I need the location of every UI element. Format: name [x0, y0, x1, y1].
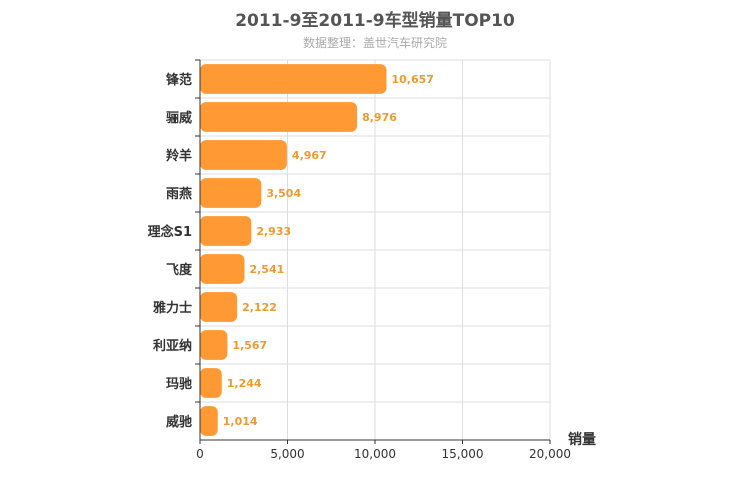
data-label: 2,541 [249, 263, 284, 276]
bar [200, 102, 358, 132]
category-label: 利亚纳 [153, 338, 192, 354]
category-label: 理念S1 [148, 224, 192, 240]
data-label: 10,657 [391, 73, 433, 86]
data-label: 3,504 [266, 187, 301, 200]
category-label: 雨燕 [166, 186, 192, 202]
data-label: 1,014 [223, 415, 258, 428]
category-label: 威驰 [166, 414, 192, 430]
category-label: 锋范 [166, 72, 192, 88]
category-label: 骊威 [166, 110, 192, 126]
bar [200, 178, 262, 208]
category-label: 雅力士 [153, 300, 192, 316]
bar [200, 254, 245, 284]
bar [200, 368, 222, 398]
category-label: 羚羊 [166, 148, 192, 164]
data-label: 1,244 [227, 377, 262, 390]
bar [200, 406, 218, 436]
bar [200, 216, 252, 246]
bar [200, 292, 238, 322]
data-label: 2,122 [242, 301, 277, 314]
x-tick-label: 10,000 [354, 447, 396, 461]
x-tick-label: 15,000 [442, 447, 484, 461]
data-label: 4,967 [292, 149, 327, 162]
bar-layer: 10,657 8,976 4,967 3,504 2,933 2,541 2,122 1,56… [200, 64, 434, 436]
data-label: 2,933 [256, 225, 291, 238]
data-label: 1,567 [232, 339, 267, 352]
x-tick-label: 20,000 [529, 447, 571, 461]
chart-subtitle: 数据整理：盖世汽车研究院 [302, 36, 447, 50]
chart-title: 2011-9至2011-9车型销量TOP10 [235, 11, 515, 31]
data-label: 8,976 [362, 111, 397, 124]
bar [200, 330, 228, 360]
x-tick-label: 5,000 [270, 447, 304, 461]
bar [200, 140, 287, 170]
grid-layer [200, 59, 551, 440]
category-label: 玛驰 [166, 377, 192, 392]
x-axis-title: 销量 [568, 431, 596, 448]
category-label: 飞度 [166, 262, 193, 278]
x-tick-label: 0 [196, 447, 204, 461]
bar [200, 64, 387, 94]
